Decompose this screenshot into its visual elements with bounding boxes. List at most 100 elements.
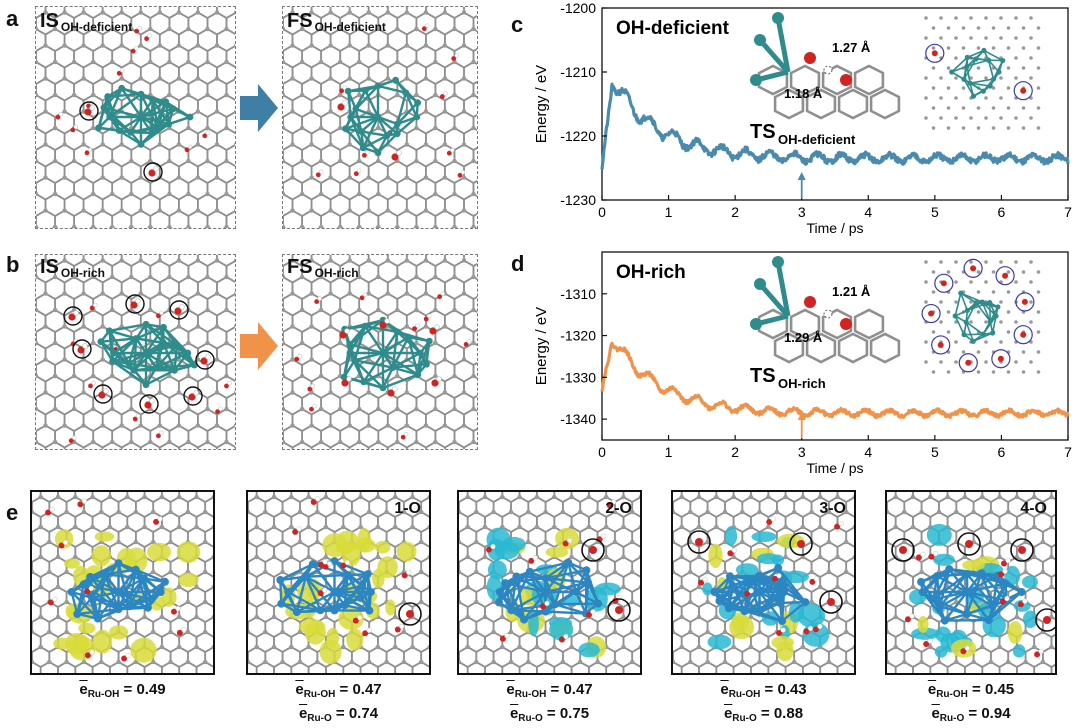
carbon-atom bbox=[148, 224, 153, 228]
c-c-bond bbox=[805, 332, 837, 364]
carbon-atom bbox=[142, 494, 147, 500]
x-tick-label: 0 bbox=[598, 444, 606, 460]
c-c-bond bbox=[178, 255, 199, 267]
carbon-atom bbox=[300, 191, 305, 197]
carbon-atom bbox=[1006, 126, 1011, 130]
carbon-atom bbox=[151, 539, 156, 545]
carbon-atom bbox=[138, 43, 143, 48]
carbon-atom bbox=[194, 584, 199, 590]
hydrogen-atom bbox=[317, 296, 322, 301]
oxygen-atom bbox=[55, 114, 61, 120]
oxygen-atom bbox=[134, 28, 140, 34]
c-c-bond bbox=[109, 492, 129, 503]
carbon-atom bbox=[976, 310, 981, 314]
c-c-bond bbox=[789, 64, 821, 96]
oxygen-atom bbox=[840, 74, 852, 86]
carbon-atom bbox=[148, 26, 153, 32]
ru-atom bbox=[73, 610, 82, 618]
carbon-atom bbox=[62, 43, 67, 48]
oxygen-atom bbox=[153, 518, 160, 525]
c-c-bond bbox=[463, 441, 477, 449]
carbon-atom bbox=[283, 59, 286, 65]
carbon-atom bbox=[328, 390, 333, 395]
ru-atom bbox=[346, 349, 354, 357]
carbon-atom bbox=[283, 307, 286, 313]
carbon-atom bbox=[414, 92, 419, 98]
carbon-atom bbox=[290, 390, 295, 395]
carbon-atom bbox=[167, 191, 172, 197]
hydroxyl-group bbox=[169, 300, 189, 320]
carbon-atom bbox=[309, 43, 314, 48]
carbon-atom bbox=[43, 43, 48, 48]
carbon-atom bbox=[176, 324, 181, 329]
carbon-atom bbox=[414, 274, 419, 280]
carbon-atom bbox=[347, 291, 352, 296]
carbon-atom bbox=[328, 324, 333, 329]
carbon-atom bbox=[924, 96, 928, 100]
carbon-atom bbox=[338, 340, 343, 346]
carbon-atom bbox=[328, 258, 333, 263]
hydrogen-atom bbox=[362, 292, 368, 298]
carbon-atom bbox=[129, 26, 134, 32]
carbon-atom bbox=[984, 340, 988, 344]
carbon-atom bbox=[81, 258, 86, 263]
oh-highlight-circle bbox=[72, 339, 92, 359]
carbon-atom bbox=[954, 280, 958, 284]
carbon-atom bbox=[203, 569, 208, 575]
ru-atom bbox=[359, 144, 367, 152]
carbon-atom bbox=[1014, 116, 1018, 120]
hydrogen-atom bbox=[403, 431, 409, 437]
ru-atom bbox=[139, 574, 148, 583]
carbon-atom bbox=[100, 423, 105, 428]
hydrogen-atom bbox=[344, 328, 350, 334]
energy-ratio-row: eRu-OH = 0.49 bbox=[30, 680, 215, 704]
ru-ru-bond bbox=[407, 336, 419, 375]
ru-atom bbox=[118, 84, 126, 92]
ru-atom bbox=[184, 349, 192, 357]
hydroxyl-group bbox=[457, 170, 466, 178]
carbon-atom bbox=[461, 76, 467, 81]
carbon-atom bbox=[442, 10, 447, 15]
carbon-atom bbox=[214, 357, 220, 362]
carbon-atom bbox=[211, 645, 213, 649]
oxygen-atom bbox=[200, 357, 208, 365]
carbon-atom bbox=[328, 76, 333, 81]
hydrogen-atom bbox=[436, 376, 442, 382]
carbon-atom bbox=[119, 43, 124, 48]
oh-highlight-circle bbox=[995, 266, 1015, 286]
carbon-atom bbox=[461, 208, 467, 213]
carbon-atom bbox=[133, 509, 138, 515]
ru-ru-bond bbox=[117, 577, 145, 610]
carbon-atom bbox=[423, 324, 428, 329]
c-c-bond bbox=[225, 392, 235, 415]
carbon-atom bbox=[81, 208, 86, 213]
c-c-bond bbox=[415, 209, 437, 228]
carbon-atom bbox=[309, 390, 314, 395]
carbon-atom bbox=[300, 125, 305, 131]
carbon-atom bbox=[214, 142, 220, 147]
carbon-atom bbox=[234, 43, 235, 48]
hydrogen-atom bbox=[466, 339, 472, 344]
carbon-atom bbox=[999, 76, 1003, 80]
carbon-atom bbox=[283, 373, 286, 379]
ru-atom bbox=[149, 96, 156, 104]
c-c-bond bbox=[789, 308, 821, 340]
carbon-atom bbox=[36, 158, 39, 164]
carbon-atom bbox=[924, 36, 928, 40]
c-c-bond bbox=[204, 586, 213, 608]
ru-ru-bond bbox=[965, 321, 984, 335]
hydrogen-atom bbox=[52, 596, 58, 603]
carbon-atom bbox=[347, 175, 352, 180]
carbon-atom bbox=[1006, 66, 1011, 70]
carbon-atom bbox=[433, 373, 438, 379]
carbon-atom bbox=[186, 191, 191, 197]
carbon-atom bbox=[452, 191, 457, 197]
carbon-atom bbox=[107, 614, 112, 620]
carbon-atom bbox=[961, 46, 966, 50]
carbon-atom bbox=[924, 300, 928, 304]
carbon-atom bbox=[338, 92, 343, 98]
c-c-bond bbox=[869, 88, 901, 120]
carbon-atom bbox=[976, 66, 981, 70]
energy-chart-oh-rich: 0 1 2 3 4 5 6 7 -1310 -1320 -1330 -1340 Time / ps Ene… bbox=[533, 251, 1072, 476]
carbon-atom bbox=[1029, 300, 1033, 304]
